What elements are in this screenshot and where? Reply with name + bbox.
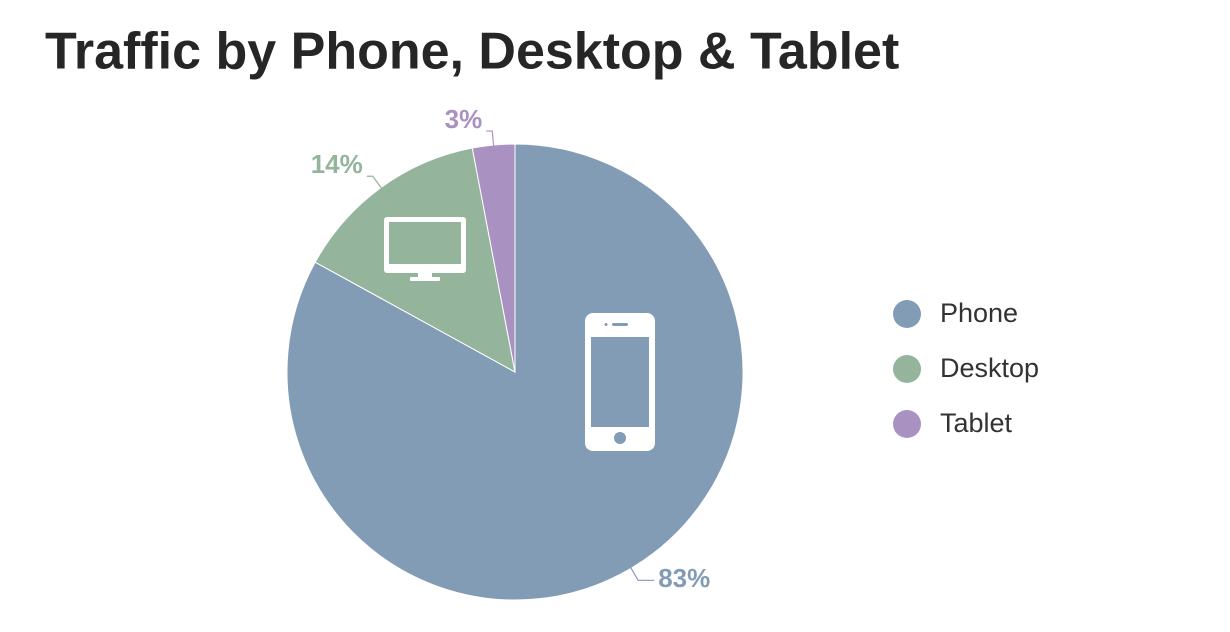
legend-marker xyxy=(893,300,921,328)
legend: Phone Desktop Tablet xyxy=(893,298,1039,438)
phone-icon xyxy=(585,313,655,451)
legend-label: Desktop xyxy=(940,353,1039,383)
value-label: 14% xyxy=(311,149,363,179)
pie xyxy=(286,143,744,601)
leader-line xyxy=(628,564,655,581)
leader-line xyxy=(486,130,495,150)
legend-marker xyxy=(893,410,921,438)
leader-line xyxy=(366,175,384,192)
legend-label: Phone xyxy=(940,298,1018,328)
legend-marker xyxy=(893,355,921,383)
chart-title: Traffic by Phone, Desktop & Tablet xyxy=(45,23,899,81)
desktop-icon xyxy=(384,217,466,281)
value-label: 83% xyxy=(658,563,710,593)
value-label: 3% xyxy=(445,104,483,134)
value-labels: 83% 14% 3% xyxy=(311,104,711,593)
legend-label: Tablet xyxy=(940,408,1013,438)
